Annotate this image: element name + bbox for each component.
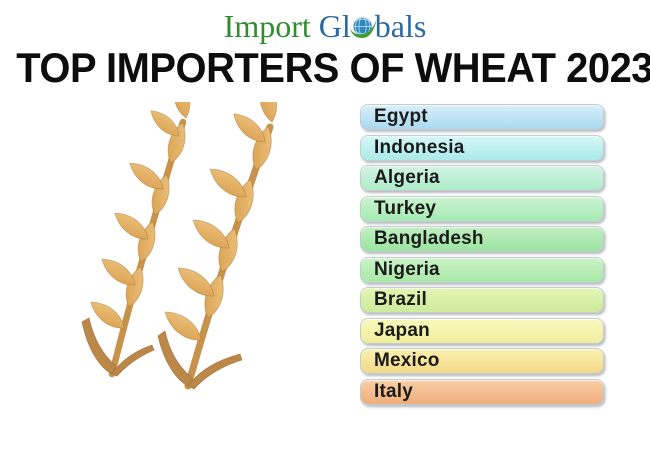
country-label: Japan xyxy=(374,319,430,341)
country-label: Turkey xyxy=(374,197,437,219)
wheat-illustration xyxy=(81,102,281,390)
list-item-brazil: Brazil xyxy=(360,287,604,313)
list-item-algeria: Algeria xyxy=(360,165,604,191)
list-item-turkey: Turkey xyxy=(360,195,604,222)
list-item-bangladesh: Bangladesh xyxy=(360,226,604,252)
list-item-mexico: Mexico xyxy=(360,348,604,374)
country-list: Egypt Indonesia Algeria Turkey Banglades… xyxy=(360,104,604,405)
list-item-japan: Japan xyxy=(360,317,604,344)
country-label: Brazil xyxy=(374,289,427,310)
page-title: TOP IMPORTERS OF WHEAT 2023 xyxy=(16,44,650,91)
country-label: Indonesia xyxy=(374,136,465,158)
country-label: Egypt xyxy=(374,106,428,127)
country-label: Italy xyxy=(374,380,414,402)
list-item-nigeria: Nigeria xyxy=(360,256,604,283)
list-item-indonesia: Indonesia xyxy=(360,134,604,161)
country-label: Nigeria xyxy=(374,258,440,280)
list-item-italy: Italy xyxy=(360,378,604,405)
brand-logo: Import Gl bals xyxy=(0,6,650,46)
brand-name-import: Import xyxy=(223,8,319,44)
country-label: Bangladesh xyxy=(374,228,484,249)
wheat-stalk-right xyxy=(157,102,281,390)
wheat-stalk-left xyxy=(81,102,194,378)
country-label: Algeria xyxy=(374,167,440,188)
brand-name-globals-prefix: Gl xyxy=(318,8,351,44)
globe-icon xyxy=(349,16,377,38)
brand-name-globals-suffix: bals xyxy=(374,8,427,44)
country-label: Mexico xyxy=(374,350,440,371)
list-item-egypt: Egypt xyxy=(360,104,604,130)
brand-name-globals: Gl bals xyxy=(319,8,427,44)
